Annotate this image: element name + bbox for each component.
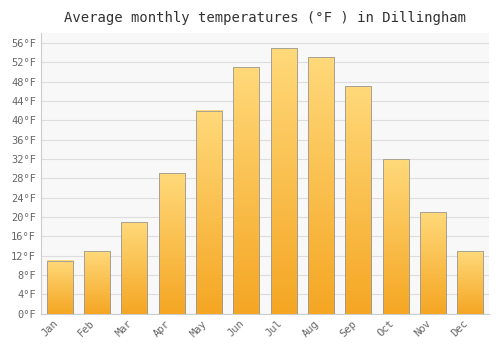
Bar bbox=[196, 111, 222, 314]
Title: Average monthly temperatures (°F ) in Dillingham: Average monthly temperatures (°F ) in Di… bbox=[64, 11, 466, 25]
Bar bbox=[457, 251, 483, 314]
Bar bbox=[233, 67, 260, 314]
Bar bbox=[84, 251, 110, 314]
Bar bbox=[345, 86, 372, 314]
Bar bbox=[270, 48, 296, 314]
Bar bbox=[121, 222, 148, 314]
Bar bbox=[158, 174, 184, 314]
Bar bbox=[46, 260, 72, 314]
Bar bbox=[420, 212, 446, 314]
Bar bbox=[308, 57, 334, 314]
Bar bbox=[382, 159, 408, 314]
